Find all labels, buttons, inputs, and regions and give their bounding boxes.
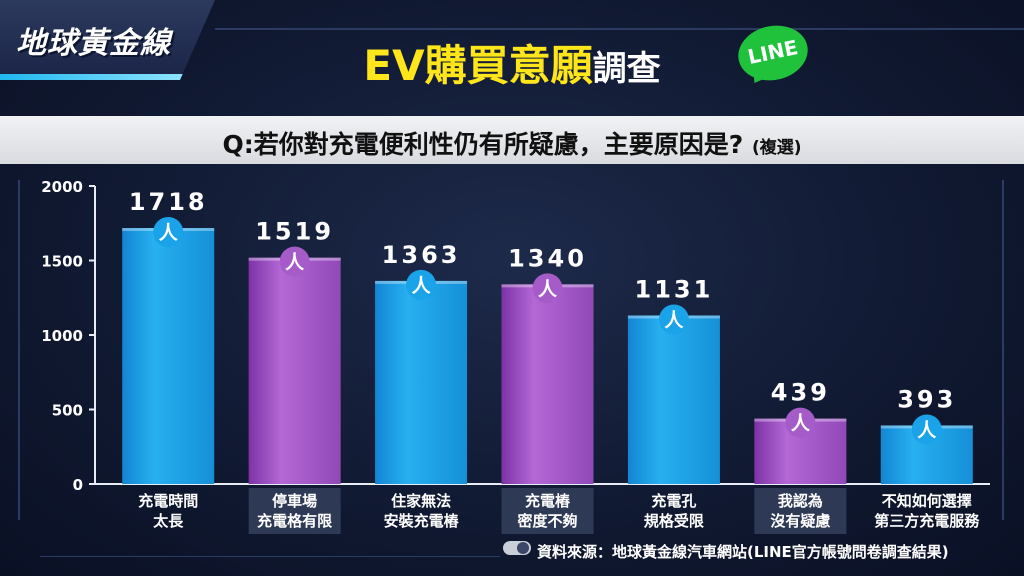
question-main: Q:若你對充電便利性仍有所疑慮，主要原因是? <box>222 130 744 159</box>
unit-bubble <box>785 407 816 438</box>
bar <box>248 257 341 484</box>
value-label: 439 <box>771 379 830 407</box>
unit-label: 人 <box>917 419 937 441</box>
value-label: 1131 <box>635 275 714 303</box>
category-label: 第三方充電服務 <box>874 512 980 530</box>
source-toggle-knob <box>517 542 529 554</box>
frame-line-right <box>1002 180 1004 520</box>
question-band: Q:若你對充電便利性仍有所疑慮，主要原因是? (複選) <box>0 116 1024 164</box>
logo-text: 地球黃金線 <box>16 26 171 61</box>
value-label: 1363 <box>382 241 461 269</box>
bar <box>122 228 215 484</box>
category-label: 太長 <box>153 512 184 530</box>
unit-bubble <box>532 273 563 304</box>
bar <box>375 280 468 484</box>
unit-label: 人 <box>412 275 432 297</box>
question-note: (複選) <box>751 138 802 158</box>
source-text: 資料來源：地球黃金線汽車網站(LINE官方帳號問卷調查結果) <box>537 543 949 561</box>
unit-bubble <box>658 304 689 335</box>
category-label-bg <box>248 488 341 534</box>
y-tick-label: 1000 <box>41 327 83 345</box>
category-label: 沒有疑慮 <box>770 512 830 530</box>
y-tick-label: 0 <box>73 476 83 494</box>
y-tick-label: 2000 <box>41 178 83 196</box>
unit-bubble <box>279 246 310 277</box>
frame-line-left <box>18 180 20 520</box>
source-note: 資料來源：地球黃金線汽車網站(LINE官方帳號問卷調查結果) <box>537 541 949 562</box>
category-label: 停車場 <box>272 492 317 510</box>
logo-stripe <box>0 74 205 80</box>
bar <box>627 315 720 484</box>
title-rest: 調查 <box>592 49 661 89</box>
category-label: 充電時間 <box>138 492 198 510</box>
unit-label: 人 <box>285 252 305 274</box>
unit-label: 人 <box>538 278 558 300</box>
unit-label: 人 <box>159 222 179 244</box>
frame-line-top <box>215 28 1024 30</box>
value-label: 1340 <box>508 244 587 272</box>
value-label: 1718 <box>129 188 208 216</box>
category-label: 充電孔 <box>651 492 696 510</box>
y-tick-label: 1500 <box>41 253 83 271</box>
category-label-bg <box>754 488 847 534</box>
question-text: Q:若你對充電便利性仍有所疑慮，主要原因是? (複選) <box>0 125 1024 161</box>
category-label: 我認為 <box>778 492 823 510</box>
channel-logo: 地球黃金線 <box>0 0 215 80</box>
value-label: 1519 <box>255 218 334 246</box>
value-label: 393 <box>897 385 956 413</box>
category-label: 規格受限 <box>644 512 704 530</box>
category-label: 不知如何選擇 <box>882 492 972 510</box>
unit-label: 人 <box>791 413 811 435</box>
unit-bubble <box>153 217 184 248</box>
unit-bubble <box>406 269 437 300</box>
category-label-bg <box>501 488 594 534</box>
unit-label: 人 <box>664 309 684 331</box>
page-title: EV購買意願調查 <box>0 42 1024 93</box>
category-label: 充電樁 <box>525 492 571 510</box>
category-label: 密度不夠 <box>517 512 577 530</box>
category-label: 住家無法 <box>391 492 451 510</box>
category-label: 安裝充電樁 <box>384 512 460 530</box>
bar <box>501 284 594 484</box>
category-label: 充電格有限 <box>257 512 332 530</box>
title-highlight: EV購買意願 <box>363 41 593 90</box>
frame-line-bottom <box>40 556 500 557</box>
y-tick-label: 500 <box>52 402 83 420</box>
unit-bubble <box>911 414 942 445</box>
